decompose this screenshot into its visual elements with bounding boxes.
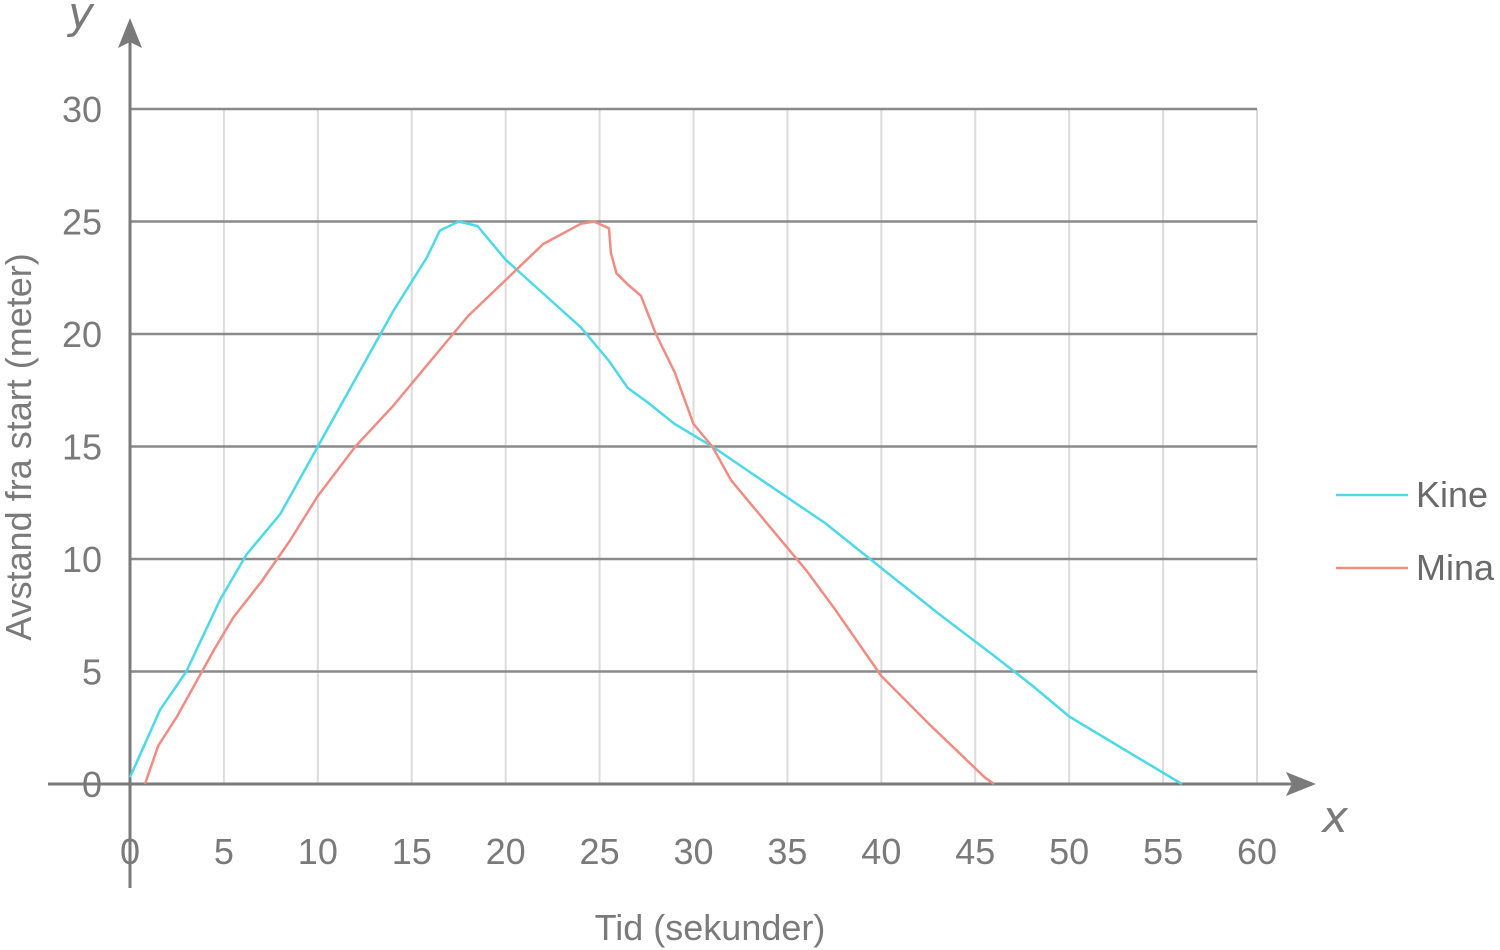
x-tick-label: 60	[1237, 831, 1277, 872]
x-tick-label: 45	[955, 831, 995, 872]
x-tick-label: 40	[861, 831, 901, 872]
y-axis-letter: y	[66, 0, 95, 39]
x-axis-title: Tid (sekunder)	[595, 907, 826, 948]
y-tick-labels: 0 5 10 15 20 25 30	[62, 89, 102, 805]
y-tick-label: 0	[82, 764, 102, 805]
y-tick-label: 15	[62, 427, 102, 468]
x-tick-label: 0	[120, 831, 140, 872]
y-tick-label: 10	[62, 539, 102, 580]
axes	[48, 18, 1316, 888]
x-axis-arrowhead	[1286, 772, 1316, 796]
x-tick-label: 10	[298, 831, 338, 872]
y-axis-title: Avstand fra start (meter)	[0, 253, 39, 640]
x-tick-label: 30	[673, 831, 713, 872]
x-tick-label: 25	[580, 831, 620, 872]
legend-label-kine: Kine	[1416, 474, 1488, 515]
x-tick-label: 35	[767, 831, 807, 872]
x-tick-label: 20	[486, 831, 526, 872]
y-axis-arrowhead	[118, 18, 142, 48]
x-tick-label: 15	[392, 831, 432, 872]
y-tick-label: 5	[82, 652, 102, 693]
series-line-mina	[143, 220, 995, 786]
x-tick-label: 5	[214, 831, 234, 872]
series-line-kine	[128, 220, 1183, 786]
x-axis-letter: x	[1320, 792, 1349, 843]
x-tick-label: 55	[1143, 831, 1183, 872]
legend-label-mina: Mina	[1416, 547, 1495, 588]
legend: Kine Mina	[1336, 474, 1495, 588]
y-tick-label: 25	[62, 202, 102, 243]
x-tick-label: 50	[1049, 831, 1089, 872]
y-tick-label: 30	[62, 89, 102, 130]
series-lines	[128, 220, 1183, 786]
y-tick-label: 20	[62, 314, 102, 355]
horizontal-gridlines	[130, 107, 1257, 673]
x-tick-labels: 0 5 10 15 20 25 30 35 40 45 50 55 60	[120, 831, 1277, 872]
